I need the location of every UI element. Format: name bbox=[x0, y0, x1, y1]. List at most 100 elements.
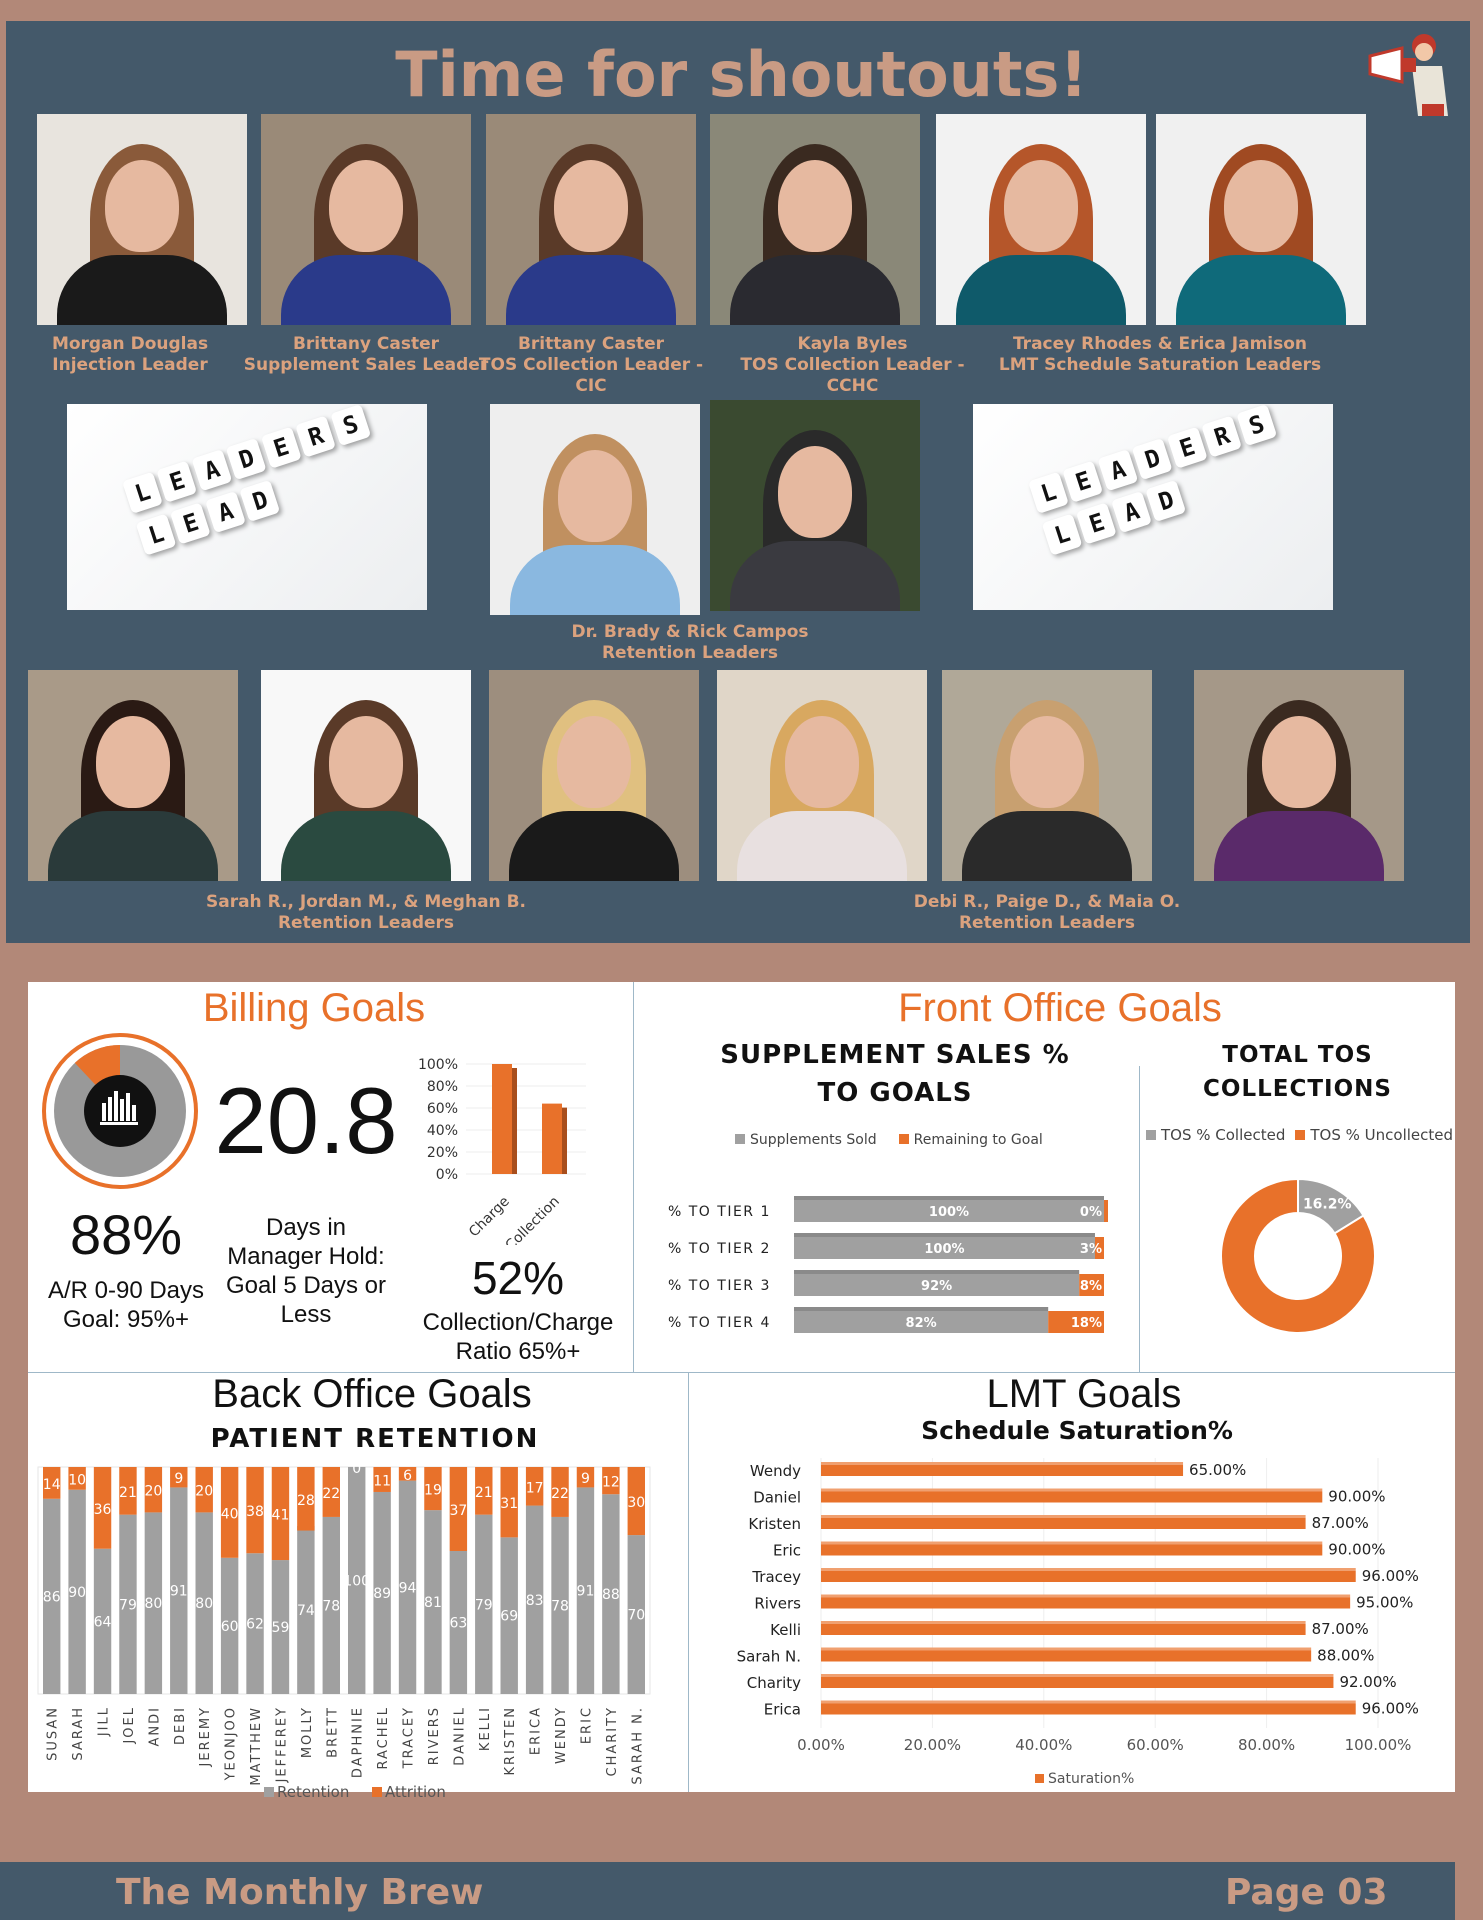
supplement-title: SUPPLEMENT SALES % TO GOALS bbox=[690, 1036, 1100, 1112]
x-tick-label: MATTHEW bbox=[249, 1706, 264, 1786]
x-tick-label: ERIC bbox=[579, 1706, 594, 1744]
bar-retention bbox=[144, 1512, 163, 1694]
value-label: 78 bbox=[322, 1598, 340, 1614]
caption-sarah-jordan-meghan: Sarah R., Jordan M., & Meghan B. Retentio… bbox=[166, 892, 566, 934]
x-tick-label: Collection bbox=[503, 1194, 563, 1245]
value-label: 60 bbox=[221, 1619, 239, 1635]
value-label: 6 bbox=[403, 1468, 412, 1484]
category-label: Kelli bbox=[770, 1621, 801, 1639]
shoutout-photo bbox=[28, 670, 238, 881]
legend-swatch bbox=[1035, 1774, 1044, 1783]
shoutout-photo bbox=[717, 670, 927, 881]
x-tick-label: SUSAN bbox=[46, 1706, 61, 1761]
legend-label: TOS % Collected bbox=[1161, 1126, 1286, 1144]
x-tick-label: JEREMY bbox=[198, 1706, 213, 1767]
category-label: Tracey bbox=[751, 1568, 801, 1586]
lmt-subtitle: Schedule Saturation% bbox=[921, 1416, 1233, 1445]
category-label: Rivers bbox=[754, 1595, 801, 1613]
value-label: 11 bbox=[373, 1473, 391, 1489]
shoutout-photo bbox=[489, 670, 699, 881]
shoutout-photo bbox=[261, 114, 471, 325]
bar-remaining bbox=[1079, 1274, 1104, 1296]
bar-attrition bbox=[220, 1467, 239, 1558]
value-label: 95.00% bbox=[1356, 1594, 1413, 1612]
bar-attrition bbox=[627, 1467, 645, 1536]
shoutout-photo bbox=[486, 114, 696, 325]
leaders-cubes-image: LEADERS LEAD bbox=[973, 404, 1333, 610]
retention-chart: 8614SUSAN9010SARAH6436JILL7921JOEL8020AN… bbox=[37, 1461, 651, 1801]
ar-label-line: A/R 0-90 Days bbox=[47, 1277, 205, 1304]
bar-top bbox=[821, 1647, 1312, 1651]
category-label: Wendy bbox=[750, 1462, 801, 1480]
category-label: % TO TIER 3 bbox=[668, 1278, 771, 1294]
legend-label: Remaining to Goal bbox=[913, 1132, 1043, 1148]
bar-retention bbox=[449, 1550, 468, 1694]
x-tick-label: KELLI bbox=[478, 1706, 493, 1751]
x-tick-label: ANDI bbox=[147, 1706, 162, 1746]
bar-attrition bbox=[246, 1467, 264, 1554]
category-label: Erica bbox=[764, 1701, 801, 1719]
name: Brittany Caster bbox=[517, 334, 665, 354]
bar-saturation bbox=[821, 1677, 1334, 1688]
x-tick-label: 40.00% bbox=[1015, 1736, 1072, 1754]
shoutout-photo bbox=[37, 114, 247, 325]
bar-saturation bbox=[821, 1544, 1323, 1556]
value-label: 22 bbox=[551, 1486, 569, 1502]
y-tick-label: 80% bbox=[427, 1079, 458, 1095]
bar-saturation bbox=[821, 1597, 1351, 1609]
bar-retention bbox=[576, 1487, 595, 1694]
category-label: % TO TIER 2 bbox=[668, 1241, 771, 1257]
divider bbox=[633, 982, 634, 1372]
value-label: 41 bbox=[272, 1508, 290, 1524]
plot-area bbox=[37, 1466, 651, 1695]
x-tick-label: Charge bbox=[466, 1194, 513, 1241]
shoutout-photo bbox=[490, 404, 700, 615]
bar-attrition bbox=[119, 1467, 137, 1515]
bar-top bbox=[821, 1541, 1323, 1545]
bar-attrition bbox=[424, 1467, 442, 1511]
caption-tracey-erica: Tracey Rhodes & Erica Jamison LMT Schedul… bbox=[990, 334, 1330, 376]
bar-retention bbox=[475, 1514, 493, 1694]
bar-attrition bbox=[297, 1467, 315, 1531]
value-label: 10 bbox=[68, 1472, 86, 1488]
bar-saturation bbox=[821, 1571, 1356, 1582]
value-label: 19 bbox=[424, 1483, 442, 1499]
y-tick-label: 100% bbox=[418, 1057, 458, 1073]
bar-top bbox=[821, 1621, 1306, 1624]
value-label: 80 bbox=[195, 1596, 213, 1612]
days-label-line: Days in bbox=[265, 1214, 347, 1241]
category-label: % TO TIER 4 bbox=[668, 1315, 771, 1331]
bar-sold bbox=[794, 1311, 1049, 1333]
value-label: 40 bbox=[221, 1506, 239, 1522]
x-tick-label: 80.00% bbox=[1238, 1736, 1295, 1754]
bar-retention bbox=[43, 1498, 61, 1694]
bar-attrition bbox=[68, 1467, 86, 1490]
x-tick-label: SARAH bbox=[71, 1706, 86, 1761]
bar-top bbox=[821, 1488, 1323, 1492]
category-label: Kristen bbox=[748, 1515, 801, 1533]
value-label: 0 bbox=[352, 1461, 361, 1477]
tos-title: TOTAL TOS COLLECTIONS bbox=[1160, 1038, 1435, 1106]
ratio-label: Collection/Charge Ratio 65%+ bbox=[408, 1308, 628, 1366]
page-title: Time for shoutouts! bbox=[395, 38, 1088, 111]
bar-label: 100% bbox=[924, 1242, 964, 1257]
ar-gauge bbox=[42, 1033, 198, 1189]
value-label: 91 bbox=[170, 1584, 188, 1600]
bar-top bbox=[821, 1700, 1356, 1704]
name: Tracey Rhodes & Erica Jamison bbox=[1012, 334, 1308, 354]
value-label: 90.00% bbox=[1328, 1488, 1385, 1506]
x-tick-label: 20.00% bbox=[904, 1736, 961, 1754]
bar-retention bbox=[246, 1553, 264, 1694]
bar-remaining bbox=[1104, 1200, 1108, 1222]
role: Injection Leader bbox=[52, 355, 208, 375]
legend-swatch bbox=[1295, 1130, 1306, 1140]
bar-retention bbox=[93, 1548, 112, 1694]
value-label: 9 bbox=[174, 1471, 183, 1487]
value-label: 96.00% bbox=[1362, 1567, 1419, 1585]
x-tick-label: JILL bbox=[97, 1706, 112, 1737]
x-tick-label: 0.00% bbox=[797, 1736, 845, 1754]
x-tick-label: DEBI bbox=[173, 1706, 188, 1745]
role: TOS Collection Leader - CIC bbox=[478, 355, 704, 396]
bar-retention bbox=[424, 1510, 442, 1694]
